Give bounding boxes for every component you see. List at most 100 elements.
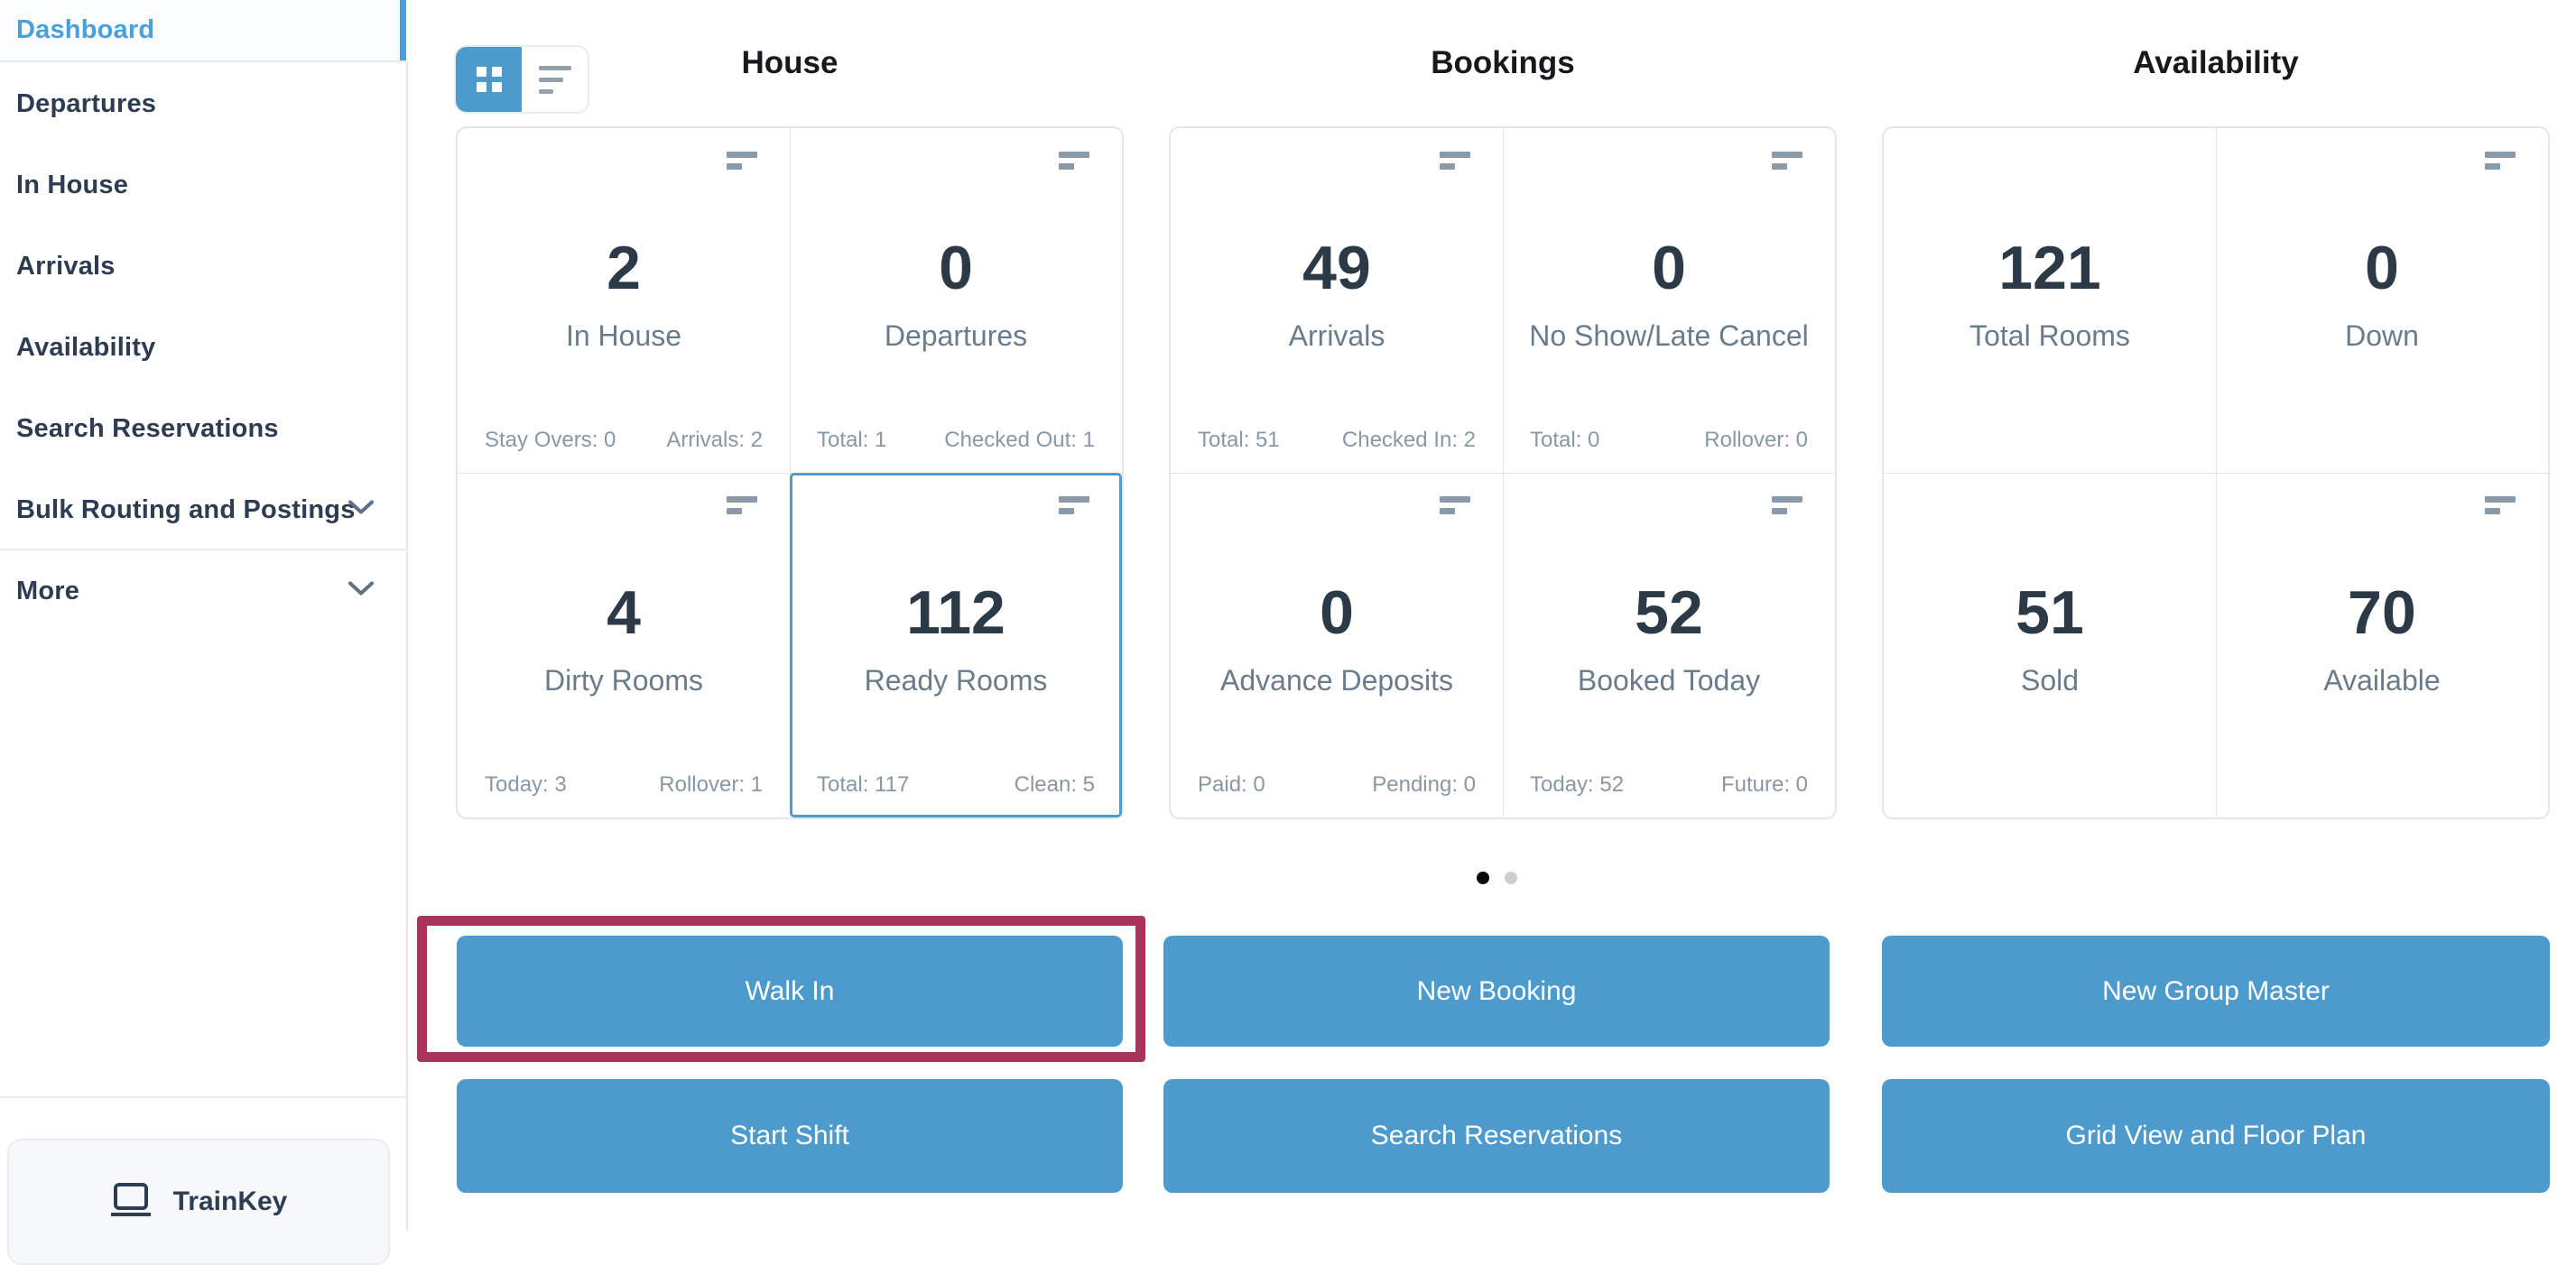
- carousel-pagination: [1477, 872, 1517, 884]
- card-menu-icon[interactable]: [1440, 152, 1470, 170]
- stat-card-value: 112: [906, 578, 1005, 647]
- card-menu-icon[interactable]: [1059, 496, 1089, 514]
- stat-card-right-stat: Checked In: 2: [1341, 428, 1476, 452]
- stat-card-value: 51: [2015, 578, 2084, 647]
- stat-card-right-stat: Pending: 0: [1372, 772, 1476, 797]
- card-menu-icon[interactable]: [2485, 152, 2516, 170]
- sidebar-item-label: Search Reservations: [16, 413, 279, 443]
- sidebar-item-more[interactable]: More: [0, 550, 408, 632]
- stat-card-label: Sold: [2020, 664, 2080, 697]
- new-group-master-button[interactable]: New Group Master: [1882, 936, 2550, 1047]
- laptop-icon: [110, 1182, 152, 1223]
- sidebar-divider: [0, 1096, 408, 1098]
- stat-card-arrivals[interactable]: 49 Arrivals Total: 51 Checked In: 2: [1171, 128, 1503, 473]
- stat-card-no-show-late-cancel[interactable]: 0 No Show/Late Cancel Total: 0 Rollover:…: [1503, 128, 1835, 473]
- stat-card-value: 0: [1652, 234, 1686, 302]
- stat-card-right-stat: Clean: 5: [1014, 772, 1095, 797]
- sidebar-item-label: Bulk Routing and Postings: [16, 494, 356, 524]
- walk-in-button[interactable]: Walk In: [457, 936, 1123, 1047]
- sidebar: Dashboard Departures In House Arrivals A…: [0, 0, 408, 1265]
- section-title-house: House: [741, 45, 839, 80]
- chevron-down-icon: [348, 581, 374, 601]
- stat-card-value: 4: [607, 578, 641, 647]
- stat-card-advance-deposits[interactable]: 0 Advance Deposits Paid: 0 Pending: 0: [1171, 473, 1503, 817]
- sidebar-item-departures[interactable]: Departures: [0, 63, 408, 144]
- stat-card-label: Dirty Rooms: [543, 664, 703, 697]
- stat-card-in-house[interactable]: 2 In House Stay Overs: 0 Arrivals: 2: [458, 128, 790, 473]
- stat-card-label: Arrivals: [1288, 319, 1385, 352]
- stat-card-label: In House: [565, 319, 682, 352]
- sidebar-item-dashboard[interactable]: Dashboard: [0, 0, 408, 60]
- new-booking-button[interactable]: New Booking: [1163, 936, 1830, 1047]
- stat-card-left-stat: Today: 52: [1530, 772, 1625, 797]
- card-menu-icon[interactable]: [727, 496, 757, 514]
- stat-card-label: Departures: [884, 319, 1028, 352]
- bookings-card-group: 49 Arrivals Total: 51 Checked In: 2 0 No…: [1169, 126, 1837, 819]
- carousel-dot-2[interactable]: [1505, 872, 1517, 884]
- sidebar-item-label: Arrivals: [16, 251, 116, 281]
- sidebar-item-label: More: [16, 576, 80, 605]
- search-reservations-button[interactable]: Search Reservations: [1163, 1079, 1830, 1193]
- stat-card-label: Down: [2345, 319, 2419, 352]
- carousel-dot-1[interactable]: [1477, 872, 1489, 884]
- view-toggle: [456, 47, 588, 112]
- stat-card-left-stat: Total: 51: [1198, 428, 1280, 452]
- stat-card-value: 49: [1302, 234, 1371, 302]
- house-card-group: 2 In House Stay Overs: 0 Arrivals: 2 0 D…: [456, 126, 1124, 819]
- stat-card-left-stat: Stay Overs: 0: [485, 428, 616, 452]
- stat-card-value: 0: [939, 234, 973, 302]
- stat-card-label: No Show/Late Cancel: [1529, 319, 1809, 352]
- stat-card-left-stat: Paid: 0: [1198, 772, 1265, 797]
- stat-card-available[interactable]: 70 Available: [2216, 473, 2548, 817]
- sidebar-divider: [0, 60, 408, 62]
- chevron-down-icon: [348, 500, 374, 520]
- stat-card-dirty-rooms[interactable]: 4 Dirty Rooms Today: 3 Rollover: 1: [458, 473, 790, 817]
- stat-card-label: Advance Deposits: [1220, 664, 1453, 697]
- stat-card-right-stat: Rollover: 1: [659, 772, 763, 797]
- stat-card-departures[interactable]: 0 Departures Total: 1 Checked Out: 1: [790, 128, 1122, 473]
- stat-card-total-rooms[interactable]: 121 Total Rooms: [1884, 128, 2216, 473]
- stat-card-value: 121: [1998, 234, 2101, 302]
- stat-card-sold[interactable]: 51 Sold: [1884, 473, 2216, 817]
- active-item-indicator: [400, 0, 406, 60]
- list-icon: [538, 65, 571, 94]
- stat-card-right-stat: Rollover: 0: [1704, 428, 1808, 452]
- stat-card-down[interactable]: 0 Down: [2216, 128, 2548, 473]
- card-menu-icon[interactable]: [2485, 496, 2516, 514]
- sidebar-item-arrivals[interactable]: Arrivals: [0, 226, 408, 307]
- start-shift-button[interactable]: Start Shift: [457, 1079, 1123, 1193]
- sidebar-item-search-reservations[interactable]: Search Reservations: [0, 388, 408, 469]
- trainkey-button[interactable]: TrainKey: [7, 1139, 390, 1265]
- stat-card-right-stat: Arrivals: 2: [666, 428, 763, 452]
- stat-card-label: Available: [2323, 664, 2441, 697]
- sidebar-item-bulk-routing-and-postings[interactable]: Bulk Routing and Postings: [0, 469, 408, 550]
- stat-card-value: 70: [2348, 578, 2416, 647]
- brand-label: TrainKey: [172, 1187, 288, 1216]
- card-menu-icon[interactable]: [1772, 152, 1802, 170]
- stat-card-booked-today[interactable]: 52 Booked Today Today: 52 Future: 0: [1503, 473, 1835, 817]
- stat-card-ready-rooms[interactable]: 112 Ready Rooms Total: 117 Clean: 5: [790, 473, 1122, 817]
- sidebar-item-label: Availability: [16, 332, 156, 362]
- card-menu-icon[interactable]: [727, 152, 757, 170]
- list-view-button[interactable]: [522, 47, 588, 112]
- availability-card-group: 121 Total Rooms 0 Down 51 Sold 70 Availa…: [1882, 126, 2550, 819]
- grid-view-button[interactable]: [456, 47, 522, 112]
- sidebar-item-label: In House: [16, 170, 129, 199]
- sidebar-item-label: Departures: [16, 88, 157, 118]
- grid-icon: [476, 67, 502, 92]
- card-menu-icon[interactable]: [1440, 496, 1470, 514]
- section-title-availability: Availability: [2133, 45, 2299, 80]
- stat-card-label: Booked Today: [1577, 664, 1761, 697]
- stat-card-left-stat: Total: 117: [817, 772, 910, 797]
- stat-card-right-stat: Future: 0: [1720, 772, 1808, 797]
- grid-view-and-floor-plan-button[interactable]: Grid View and Floor Plan: [1882, 1079, 2550, 1193]
- stat-card-label: Ready Rooms: [864, 664, 1048, 697]
- sidebar-item-in-house[interactable]: In House: [0, 144, 408, 226]
- card-menu-icon[interactable]: [1772, 496, 1802, 514]
- sidebar-item-availability[interactable]: Availability: [0, 307, 408, 388]
- stat-card-left-stat: Total: 0: [1530, 428, 1600, 452]
- stat-card-right-stat: Checked Out: 1: [944, 428, 1095, 452]
- section-title-bookings: Bookings: [1431, 45, 1575, 80]
- card-menu-icon[interactable]: [1059, 152, 1089, 170]
- stat-card-value: 2: [607, 234, 641, 302]
